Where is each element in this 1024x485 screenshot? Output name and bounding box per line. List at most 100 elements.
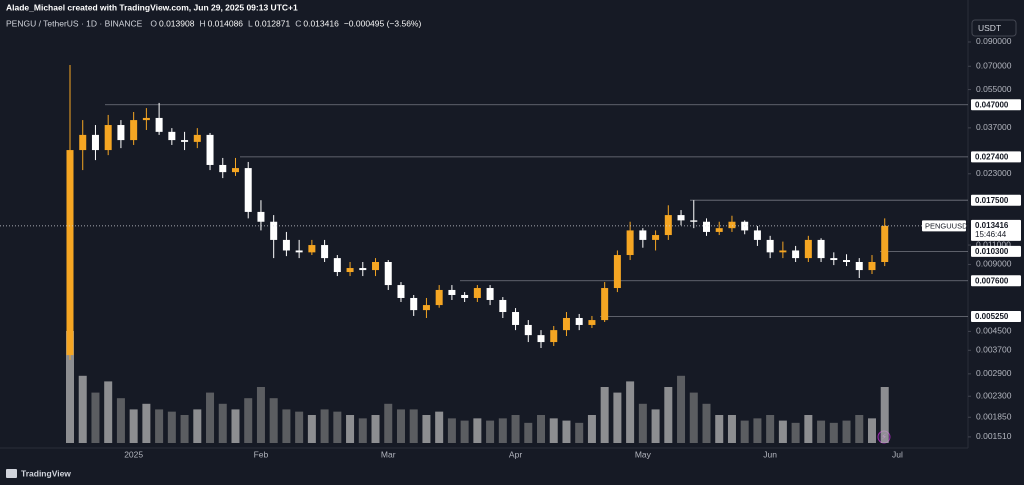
volume-bar — [498, 418, 507, 443]
candle-body — [575, 317, 583, 325]
candle-body — [193, 134, 201, 142]
level-label: 0.005250 — [975, 312, 1009, 321]
volume-bar — [715, 415, 724, 443]
candle-body — [512, 312, 520, 325]
volume-bar — [753, 418, 762, 443]
candle-body — [499, 299, 507, 313]
candle-body — [652, 235, 660, 240]
candle-body — [703, 221, 710, 232]
volume-bar — [460, 420, 469, 443]
candle-body — [384, 261, 392, 286]
candle-body — [244, 168, 252, 212]
volume-bar — [333, 411, 342, 443]
volume-bar — [358, 418, 367, 443]
volume-bar — [256, 387, 265, 443]
ohlc-value: 0.013908 — [159, 18, 195, 28]
y-tick-label: 0.001850 — [976, 412, 1012, 422]
volume-bar — [486, 420, 495, 443]
candle-body — [550, 330, 558, 343]
candle-body — [792, 250, 800, 259]
candle-body — [410, 297, 418, 311]
candle-body — [104, 125, 112, 151]
volume-bar — [244, 398, 253, 443]
candle-body — [372, 261, 380, 271]
candle-body — [448, 289, 456, 295]
symbol-box — [922, 220, 966, 232]
candle-body — [613, 255, 621, 289]
currency[interactable]: USDT — [978, 23, 1001, 33]
candle-body — [830, 258, 838, 261]
level-label: 0.047000 — [975, 100, 1009, 109]
x-tick-label: Jun — [763, 449, 777, 459]
credit: Alade_Michael created with TradingView.c… — [6, 2, 298, 12]
volume-bar — [104, 381, 113, 443]
candle-body — [117, 125, 125, 141]
volume-bar — [396, 409, 405, 443]
x-tick-label: Feb — [254, 449, 269, 459]
volume-bar — [855, 415, 864, 443]
volume-bar — [384, 403, 393, 443]
volume-bar — [116, 398, 125, 443]
candle-body — [753, 230, 761, 240]
level-label: 0.027400 — [975, 152, 1009, 161]
candle-body — [461, 294, 469, 298]
candle-body — [537, 335, 545, 343]
candle-body — [690, 220, 698, 222]
volume-bar — [829, 422, 838, 443]
level-label-box — [971, 275, 1021, 287]
volume-bar — [778, 420, 787, 443]
candle-body — [295, 250, 303, 253]
volume-bar — [651, 409, 660, 443]
candle-body — [282, 239, 290, 251]
currency-button[interactable] — [971, 19, 1017, 37]
y-tick-label: 0.011000 — [976, 239, 1011, 249]
volume-bar — [817, 420, 826, 443]
candle-body — [779, 250, 787, 253]
ohlc-value: 0.012871 — [255, 18, 291, 28]
ohlc-label: L — [248, 18, 253, 28]
volume-bar — [320, 409, 329, 443]
candle-body — [422, 305, 430, 311]
candle-body — [562, 317, 570, 331]
y-tick-label: 0.070000 — [976, 61, 1012, 71]
candle-body — [130, 120, 138, 141]
volume-bar — [435, 411, 444, 443]
volume-bar — [473, 418, 482, 443]
logo-icon — [6, 469, 17, 478]
candle-body — [588, 320, 596, 325]
volume-bar — [91, 392, 100, 443]
volume-bar — [218, 403, 227, 443]
candle-body — [473, 288, 481, 298]
symbol: PENGU / TetherUS · 1D · BINANCE — [6, 18, 143, 28]
x-tick-label: May — [635, 449, 652, 459]
volume-bar — [346, 415, 355, 443]
volume-bar — [180, 415, 189, 443]
candle-body — [843, 260, 851, 262]
candle-body — [804, 239, 812, 259]
candle-body — [308, 245, 316, 253]
level-label-box — [971, 245, 1021, 257]
x-tick-label: 2025 — [124, 449, 143, 459]
candle-body — [66, 150, 74, 356]
candle-body — [881, 225, 889, 262]
volume-bar — [231, 409, 240, 443]
volume-bar — [371, 415, 380, 443]
last-price-label: 0.013416 — [975, 221, 1009, 230]
candle-body — [728, 221, 736, 229]
volume-bar — [804, 415, 813, 443]
level-label: 0.007600 — [975, 276, 1009, 285]
volume-bar — [766, 415, 775, 443]
candle-body — [626, 230, 634, 256]
volume-bar — [295, 411, 304, 443]
volume-bar — [142, 403, 151, 443]
level-label-box — [971, 99, 1021, 111]
volume-bar — [677, 375, 686, 443]
candle-body — [855, 261, 863, 271]
candle-body — [486, 288, 494, 300]
volume-bar — [702, 403, 711, 443]
volume-bar — [193, 409, 202, 443]
y-tick-label: 0.023000 — [976, 168, 1012, 178]
candle-body — [142, 117, 150, 121]
volume-bar — [562, 420, 571, 443]
